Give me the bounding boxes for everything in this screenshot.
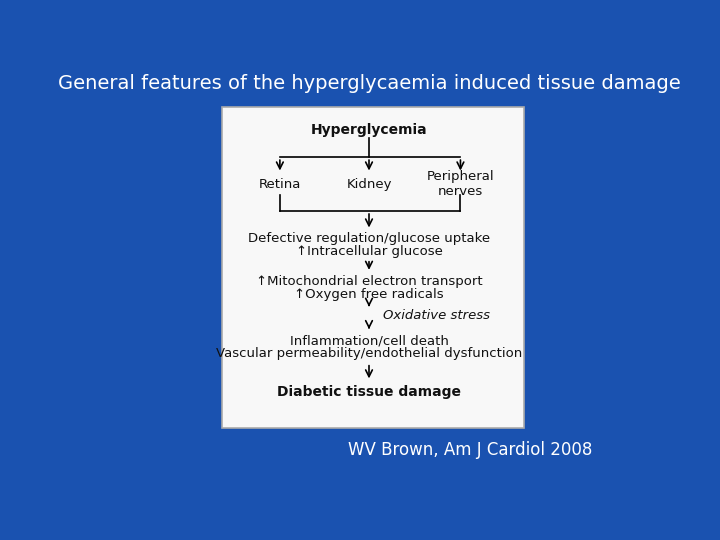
Text: Diabetic tissue damage: Diabetic tissue damage bbox=[277, 385, 461, 399]
Text: Inflammation/cell death: Inflammation/cell death bbox=[289, 335, 449, 348]
Text: Defective regulation/glucose uptake: Defective regulation/glucose uptake bbox=[248, 232, 490, 245]
Text: Peripheral
nerves: Peripheral nerves bbox=[427, 170, 494, 198]
Text: Retina: Retina bbox=[258, 178, 301, 191]
Text: ↑Oxygen free radicals: ↑Oxygen free radicals bbox=[294, 288, 444, 301]
Bar bbox=[222, 107, 524, 428]
Text: ↑Mitochondrial electron transport: ↑Mitochondrial electron transport bbox=[256, 275, 482, 288]
Text: General features of the hyperglycaemia induced tissue damage: General features of the hyperglycaemia i… bbox=[58, 74, 680, 93]
Text: Hyperglycemia: Hyperglycemia bbox=[311, 123, 427, 137]
Text: Vascular permeability/endothelial dysfunction: Vascular permeability/endothelial dysfun… bbox=[216, 347, 522, 360]
Text: ↑Intracellular glucose: ↑Intracellular glucose bbox=[296, 245, 442, 258]
Text: WV Brown, Am J Cardiol 2008: WV Brown, Am J Cardiol 2008 bbox=[348, 441, 592, 459]
Text: Kidney: Kidney bbox=[346, 178, 392, 191]
Text: Oxidative stress: Oxidative stress bbox=[383, 309, 490, 322]
